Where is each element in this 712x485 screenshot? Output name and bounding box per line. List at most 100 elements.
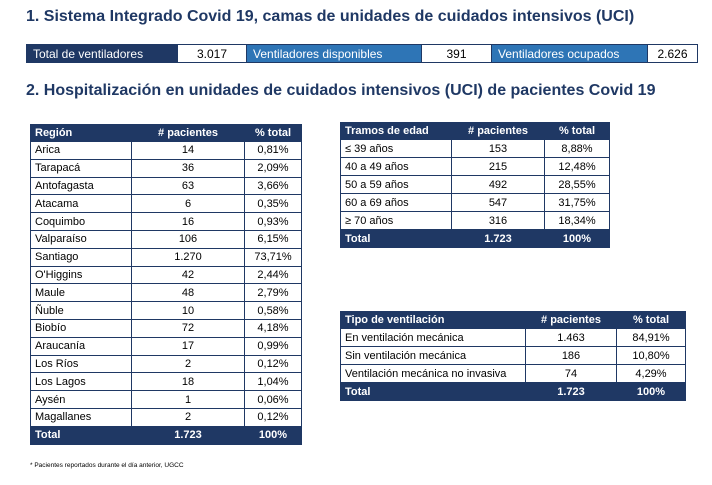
ventilation-type: En ventilación mecánica bbox=[340, 328, 526, 347]
percent-total: 1,04% bbox=[244, 372, 302, 392]
table-row: Biobío 72 4,18% bbox=[30, 318, 302, 338]
total-percent: 100% bbox=[244, 425, 302, 445]
region-name: Valparaíso bbox=[30, 229, 132, 249]
age-range: 50 a 59 años bbox=[340, 175, 452, 194]
table-row: Valparaíso 106 6,15% bbox=[30, 229, 302, 249]
region-name: Magallanes bbox=[30, 407, 132, 427]
patient-count: 1.270 bbox=[131, 247, 245, 267]
percent-total: 0,81% bbox=[244, 141, 302, 160]
region-name: Arica bbox=[30, 141, 132, 160]
table-row: O'Higgins 42 2,44% bbox=[30, 265, 302, 285]
table-row: Ñuble 10 0,58% bbox=[30, 301, 302, 320]
column-header: Región bbox=[30, 124, 132, 142]
total-ventiladores-label: Total de ventiladores bbox=[27, 45, 177, 62]
table-header-row: Tipo de ventilación # pacientes % total bbox=[340, 311, 686, 329]
percent-total: 10,80% bbox=[616, 346, 686, 365]
region-name: O'Higgins bbox=[30, 265, 132, 285]
patient-count: 186 bbox=[525, 346, 617, 365]
table-row: Atacama 6 0,35% bbox=[30, 194, 302, 214]
ventiladores-disponibles-label: Ventiladores disponibles bbox=[247, 45, 421, 62]
patient-count: 316 bbox=[451, 211, 545, 230]
age-range: 60 a 69 años bbox=[340, 193, 452, 212]
percent-total: 4,18% bbox=[244, 318, 302, 338]
table-row: Antofagasta 63 3,66% bbox=[30, 176, 302, 196]
table-row: Araucanía 17 0,99% bbox=[30, 336, 302, 356]
region-name: Biobío bbox=[30, 318, 132, 338]
column-header: Tipo de ventilación bbox=[340, 311, 526, 329]
table-row: Coquimbo 16 0,93% bbox=[30, 212, 302, 231]
table-row: ≥ 70 años 316 18,34% bbox=[340, 211, 610, 230]
region-table: Región # pacientes % total Arica 14 0,81% … bbox=[30, 124, 302, 445]
ventilation-type: Ventilación mecánica no invasiva bbox=[340, 364, 526, 383]
percent-total: 6,15% bbox=[244, 229, 302, 249]
percent-total: 0,58% bbox=[244, 301, 302, 320]
region-name: Ñuble bbox=[30, 301, 132, 320]
patient-count: 1.463 bbox=[525, 328, 617, 347]
table-row: Aysén 1 0,06% bbox=[30, 390, 302, 409]
table-header-row: Región # pacientes % total bbox=[30, 124, 302, 142]
percent-total: 0,06% bbox=[244, 390, 302, 409]
column-header: Tramos de edad bbox=[340, 122, 452, 140]
total-count: 1.723 bbox=[131, 425, 245, 445]
ventiladores-disponibles-value: 391 bbox=[421, 45, 492, 62]
percent-total: 2,79% bbox=[244, 283, 302, 303]
region-name: Atacama bbox=[30, 194, 132, 214]
patient-count: 10 bbox=[131, 301, 245, 320]
age-range-table: Tramos de edad # pacientes % total ≤ 39 … bbox=[340, 122, 610, 248]
total-label: Total bbox=[340, 229, 452, 248]
table-row: Tarapacá 36 2,09% bbox=[30, 158, 302, 178]
ventilation-type-table: Tipo de ventilación # pacientes % total … bbox=[340, 311, 686, 401]
patient-count: 74 bbox=[525, 364, 617, 383]
total-percent: 100% bbox=[544, 229, 610, 248]
patient-count: 2 bbox=[131, 354, 245, 374]
table-row: Sin ventilación mecánica 186 10,80% bbox=[340, 346, 686, 365]
column-header: # pacientes bbox=[131, 124, 245, 142]
percent-total: 0,93% bbox=[244, 212, 302, 231]
ventiladores-ocupados-label: Ventiladores ocupados bbox=[492, 45, 647, 62]
percent-total: 12,48% bbox=[544, 157, 610, 176]
region-name: Los Lagos bbox=[30, 372, 132, 392]
table-row: Los Ríos 2 0,12% bbox=[30, 354, 302, 374]
age-range: ≤ 39 años bbox=[340, 139, 452, 158]
table-row: En ventilación mecánica 1.463 84,91% bbox=[340, 328, 686, 347]
patient-count: 42 bbox=[131, 265, 245, 285]
patient-count: 492 bbox=[451, 175, 545, 194]
region-name: Tarapacá bbox=[30, 158, 132, 178]
column-header: % total bbox=[244, 124, 302, 142]
age-range: 40 a 49 años bbox=[340, 157, 452, 176]
total-count: 1.723 bbox=[525, 382, 617, 401]
percent-total: 2,44% bbox=[244, 265, 302, 285]
patient-count: 153 bbox=[451, 139, 545, 158]
total-label: Total bbox=[30, 425, 132, 445]
table-total-row: Total 1.723 100% bbox=[30, 425, 302, 445]
total-ventiladores-value: 3.017 bbox=[177, 45, 247, 62]
column-header: # pacientes bbox=[451, 122, 545, 140]
total-percent: 100% bbox=[616, 382, 686, 401]
percent-total: 31,75% bbox=[544, 193, 610, 212]
percent-total: 0,12% bbox=[244, 407, 302, 427]
table-row: 40 a 49 años 215 12,48% bbox=[340, 157, 610, 176]
table-row: Ventilación mecánica no invasiva 74 4,29% bbox=[340, 364, 686, 383]
table-row: Magallanes 2 0,12% bbox=[30, 407, 302, 427]
section-2-title: 2. Hospitalización en unidades de cuidad… bbox=[26, 82, 656, 99]
ventiladores-ocupados-value: 2.626 bbox=[647, 45, 697, 62]
region-name: Los Ríos bbox=[30, 354, 132, 374]
patient-count: 18 bbox=[131, 372, 245, 392]
table-row: Santiago 1.270 73,71% bbox=[30, 247, 302, 267]
patient-count: 72 bbox=[131, 318, 245, 338]
table-row: Los Lagos 18 1,04% bbox=[30, 372, 302, 392]
footnote: * Pacientes reportados durante el día an… bbox=[30, 462, 184, 469]
patient-count: 17 bbox=[131, 336, 245, 356]
region-name: Santiago bbox=[30, 247, 132, 267]
patient-count: 106 bbox=[131, 229, 245, 249]
table-total-row: Total 1.723 100% bbox=[340, 229, 610, 248]
percent-total: 0,12% bbox=[244, 354, 302, 374]
patient-count: 14 bbox=[131, 141, 245, 160]
table-row: ≤ 39 años 153 8,88% bbox=[340, 139, 610, 158]
column-header: # pacientes bbox=[525, 311, 617, 329]
percent-total: 84,91% bbox=[616, 328, 686, 347]
patient-count: 63 bbox=[131, 176, 245, 196]
patient-count: 1 bbox=[131, 390, 245, 409]
age-range: ≥ 70 años bbox=[340, 211, 452, 230]
patient-count: 16 bbox=[131, 212, 245, 231]
